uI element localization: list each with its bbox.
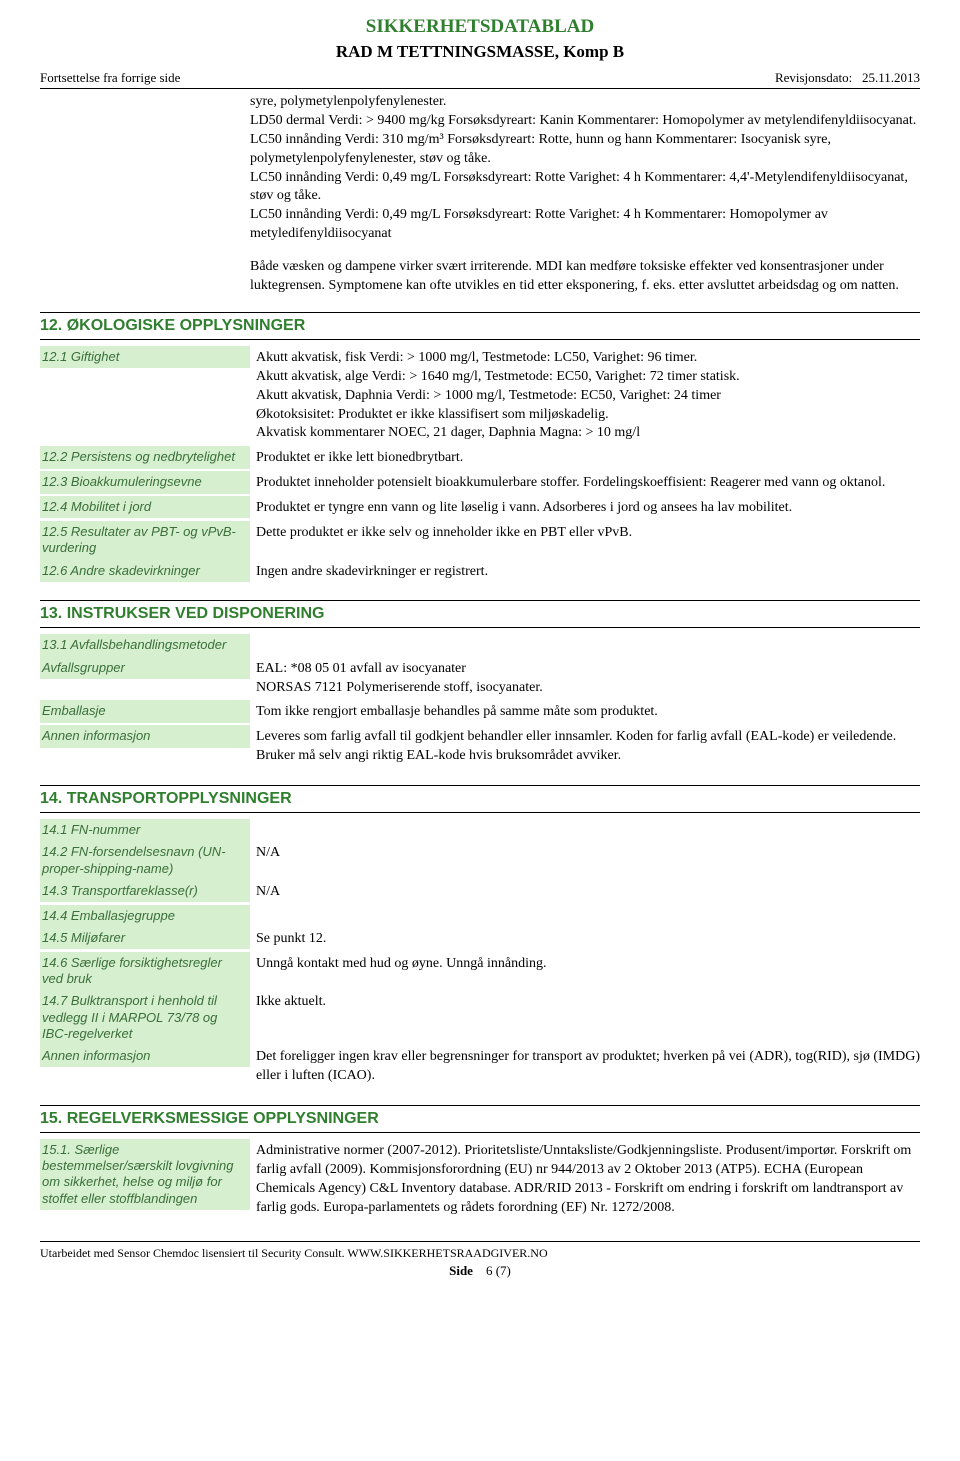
eco-line: Akutt akvatisk, fisk Verdi: > 1000 mg/l,… — [256, 349, 920, 368]
field-12-5-value: Dette produktet er ikke selv og innehold… — [250, 521, 920, 546]
eco-line: Akvatisk kommentarer NOEC, 21 dager, Dap… — [256, 424, 920, 443]
tox-line: LC50 innånding Verdi: 0,49 mg/L Forsøksd… — [250, 206, 920, 244]
field-avfallsgrupper-value: EAL: *08 05 01 avfall av isocyanater NOR… — [250, 657, 920, 701]
field-14-3-label: 14.3 Transportfareklasse(r) — [40, 880, 250, 902]
eco-line: Akutt akvatisk, alge Verdi: > 1640 mg/l,… — [256, 368, 920, 387]
tox-summary: Både væsken og dampene virker svært irri… — [250, 258, 920, 296]
document-title: SIKKERHETSDATABLAD — [40, 16, 920, 38]
field-emballasje-value: Tom ikke rengjort emballasje behandles p… — [250, 700, 920, 725]
field-12-3-value: Produktet inneholder potensielt bioakkum… — [250, 471, 920, 496]
field-14-4-value — [250, 905, 920, 911]
revision-label: Revisjonsdato: — [775, 70, 852, 85]
revision-date: 25.11.2013 — [862, 70, 920, 85]
field-14-5-value: Se punkt 12. — [250, 927, 920, 952]
field-14-3-value: N/A — [250, 880, 920, 905]
continuation-note: Fortsettelse fra forrige side — [40, 70, 180, 86]
section-15-heading: 15. REGELVERKSMESSIGE OPPLYSNINGER — [40, 1105, 920, 1133]
field-14-6-label: 14.6 Særlige forsiktighetsregler ved bru… — [40, 952, 250, 991]
eco-line: Akutt akvatisk, Daphnia Verdi: > 1000 mg… — [256, 387, 920, 406]
field-13-1-label: 13.1 Avfallsbehandlingsmetoder — [40, 634, 250, 656]
section-12-heading: 12. ØKOLOGISKE OPPLYSNINGER — [40, 312, 920, 340]
eco-line: Økotoksisitet: Produktet er ikke klassif… — [256, 406, 920, 425]
field-13-1-value — [250, 634, 920, 640]
field-15-1-label: 15.1. Særlige bestemmelser/særskilt lovg… — [40, 1139, 250, 1210]
continuation-body: syre, polymetylenpolyfenylenester. LD50 … — [250, 91, 920, 296]
tox-line: LC50 innånding Verdi: 0,49 mg/L Forsøksd… — [250, 169, 920, 207]
field-14-7-label: 14.7 Bulktransport i henhold til vedlegg… — [40, 990, 250, 1045]
tox-line: LD50 dermal Verdi: > 9400 mg/kg Forsøksd… — [250, 112, 920, 131]
tox-line: LC50 innånding Verdi: 310 mg/m³ Forsøksd… — [250, 131, 920, 169]
field-annen-info-13-label: Annen informasjon — [40, 725, 250, 747]
field-12-4-value: Produktet er tyngre enn vann og lite løs… — [250, 496, 920, 521]
field-avfallsgrupper-label: Avfallsgrupper — [40, 657, 250, 679]
waste-line: EAL: *08 05 01 avfall av isocyanater — [256, 660, 920, 679]
field-12-6-label: 12.6 Andre skadevirkninger — [40, 560, 250, 582]
field-14-1-label: 14.1 FN-nummer — [40, 819, 250, 841]
field-14-4-label: 14.4 Emballasjegruppe — [40, 905, 250, 927]
field-12-1-label: 12.1 Giftighet — [40, 346, 250, 368]
tox-line: syre, polymetylenpolyfenylenester. — [250, 93, 920, 112]
field-14-6-value: Unngå kontakt med hud og øyne. Unngå inn… — [250, 952, 920, 977]
field-12-5-label: 12.5 Resultater av PBT- og vPvB-vurderin… — [40, 521, 250, 560]
field-14-2-value: N/A — [250, 841, 920, 866]
waste-line: NORSAS 7121 Polymeriserende stoff, isocy… — [256, 679, 920, 698]
field-12-2-label: 12.2 Persistens og nedbrytelighet — [40, 446, 250, 468]
field-12-2-value: Produktet er ikke lett bionedbrytbart. — [250, 446, 920, 471]
field-annen-info-13-value: Leveres som farlig avfall til godkjent b… — [250, 725, 920, 769]
field-14-7-value: Ikke aktuelt. — [250, 990, 920, 1015]
footer-line: Utarbeidet med Sensor Chemdoc lisensiert… — [40, 1246, 920, 1261]
field-12-6-value: Ingen andre skadevirkninger er registrer… — [250, 560, 920, 585]
field-14-1-value — [250, 819, 920, 825]
field-annen-info-14-label: Annen informasjon — [40, 1045, 250, 1067]
footer-page-number: 6 (7) — [486, 1263, 511, 1278]
section-14-heading: 14. TRANSPORTOPPLYSNINGER — [40, 785, 920, 813]
field-emballasje-label: Emballasje — [40, 700, 250, 722]
field-annen-info-14-value: Det foreligger ingen krav eller begrensn… — [250, 1045, 920, 1089]
field-12-4-label: 12.4 Mobilitet i jord — [40, 496, 250, 518]
field-14-2-label: 14.2 FN-forsendelsesnavn (UN-proper-ship… — [40, 841, 250, 880]
footer-page-label: Side — [449, 1263, 473, 1278]
field-12-1-value: Akutt akvatisk, fisk Verdi: > 1000 mg/l,… — [250, 346, 920, 446]
section-13-heading: 13. INSTRUKSER VED DISPONERING — [40, 600, 920, 628]
document-subtitle: RAD M TETTNINGSMASSE, Komp B — [40, 42, 920, 62]
field-14-5-label: 14.5 Miljøfarer — [40, 927, 250, 949]
field-12-3-label: 12.3 Bioakkumuleringsevne — [40, 471, 250, 493]
field-15-1-value: Administrative normer (2007-2012). Prior… — [250, 1139, 920, 1221]
